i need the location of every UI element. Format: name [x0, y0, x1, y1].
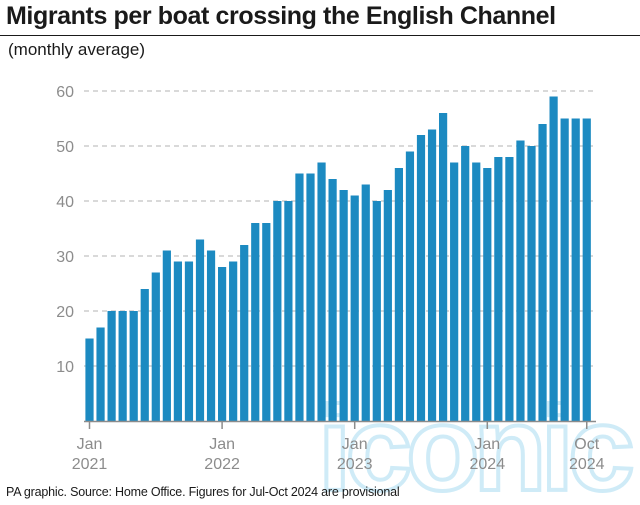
bar: Nov 2021: 33 — [195, 239, 205, 421]
bar: May 2023: 46 — [394, 168, 403, 421]
bar: Apr 2021: 20 — [118, 311, 127, 421]
bar: Jul 2023: 52 — [416, 135, 426, 421]
bar: Jul 2021: 27 — [151, 272, 160, 421]
y-tick-label: 60 — [56, 84, 74, 101]
x-tick-label: Jan — [474, 436, 500, 453]
bar: Dec 2023: 47 — [472, 162, 481, 421]
bar: Feb 2022: 29 — [229, 261, 238, 421]
bar: Sep 2022: 45 — [306, 173, 315, 421]
y-tick-label: 50 — [56, 139, 74, 156]
x-tick-label: Jan — [77, 436, 103, 453]
bar: Apr 2022: 36 — [251, 223, 260, 421]
x-tick-year-label: 2021 — [72, 456, 108, 473]
bar: Mar 2021: 20 — [107, 311, 116, 421]
bar: Sep 2021: 29 — [173, 261, 182, 421]
y-tick-label: 10 — [56, 359, 74, 376]
bar: Jun 2021: 24 — [140, 289, 149, 421]
bar: Aug 2021: 31 — [162, 250, 171, 421]
bar: Jul 2024: 59 — [549, 96, 558, 421]
bar: Feb 2024: 48 — [494, 157, 503, 421]
source-note: PA graphic. Source: Home Office. Figures… — [6, 485, 400, 499]
bar: Jan 2022: 28 — [218, 267, 227, 421]
bar: Feb 2021: 17 — [96, 327, 105, 421]
x-tick-year-label: 2023 — [337, 456, 373, 473]
bar: Oct 2021: 29 — [184, 261, 194, 421]
bar: Oct 2023: 47 — [450, 162, 459, 421]
bar: Mar 2024: 48 — [505, 157, 514, 421]
bar: Feb 2023: 43 — [361, 184, 370, 421]
x-tick-year-label: 2024 — [569, 456, 605, 473]
bar: May 2024: 50 — [527, 146, 536, 421]
bar: Apr 2023: 42 — [383, 190, 392, 421]
x-tick-label: Oct — [574, 436, 599, 453]
bar: Sep 2024: 55 — [571, 118, 580, 421]
bar: Sep 2023: 56 — [439, 113, 448, 421]
y-tick-label: 20 — [56, 304, 74, 321]
chart-subtitle: (monthly average) — [8, 40, 146, 59]
x-tick-label: Jan — [209, 436, 235, 453]
bar: May 2022: 36 — [262, 223, 271, 421]
bar: Nov 2022: 44 — [328, 179, 337, 421]
bar: Dec 2022: 42 — [339, 190, 348, 421]
chart-title: Migrants per boat crossing the English C… — [6, 2, 556, 30]
bar: Jun 2023: 49 — [405, 151, 415, 421]
bar: Jan 2024: 46 — [483, 168, 492, 421]
bar: Mar 2023: 40 — [372, 201, 381, 421]
bar: Aug 2023: 53 — [427, 129, 437, 421]
bar: May 2021: 20 — [129, 311, 138, 421]
x-axis-ticks: Jan 2021 Jan 2022 Jan 2023 Jan 2024 Oct 2024 — [72, 421, 605, 473]
x-tick-year-label: 2022 — [204, 456, 240, 473]
bar: Oct 2022: 47 — [317, 162, 326, 421]
bar: Oct 2024: 55 — [582, 118, 591, 421]
bar: Jun 2022: 40 — [273, 201, 282, 421]
bars: Jan 2021: 15Feb 2021: 17Mar 2021: 20Apr … — [85, 96, 591, 421]
y-tick-label: 40 — [56, 194, 74, 211]
bar: Dec 2021: 31 — [206, 250, 216, 421]
bar: Nov 2023: 50 — [461, 146, 470, 421]
bar: Mar 2022: 32 — [240, 245, 249, 421]
bar: Jun 2024: 54 — [538, 124, 547, 421]
bar: Jan 2023: 41 — [350, 195, 359, 421]
bar: Apr 2024: 51 — [516, 140, 525, 421]
x-tick-label: Jan — [342, 436, 368, 453]
y-tick-label: 30 — [56, 249, 74, 266]
bar: Jul 2022: 40 — [284, 201, 293, 421]
title-rule — [0, 35, 640, 36]
bar: Jan 2021: 15 — [85, 338, 94, 421]
bar: Aug 2022: 45 — [295, 173, 304, 421]
bar: Aug 2024: 55 — [560, 118, 569, 421]
x-tick-year-label: 2024 — [470, 456, 506, 473]
